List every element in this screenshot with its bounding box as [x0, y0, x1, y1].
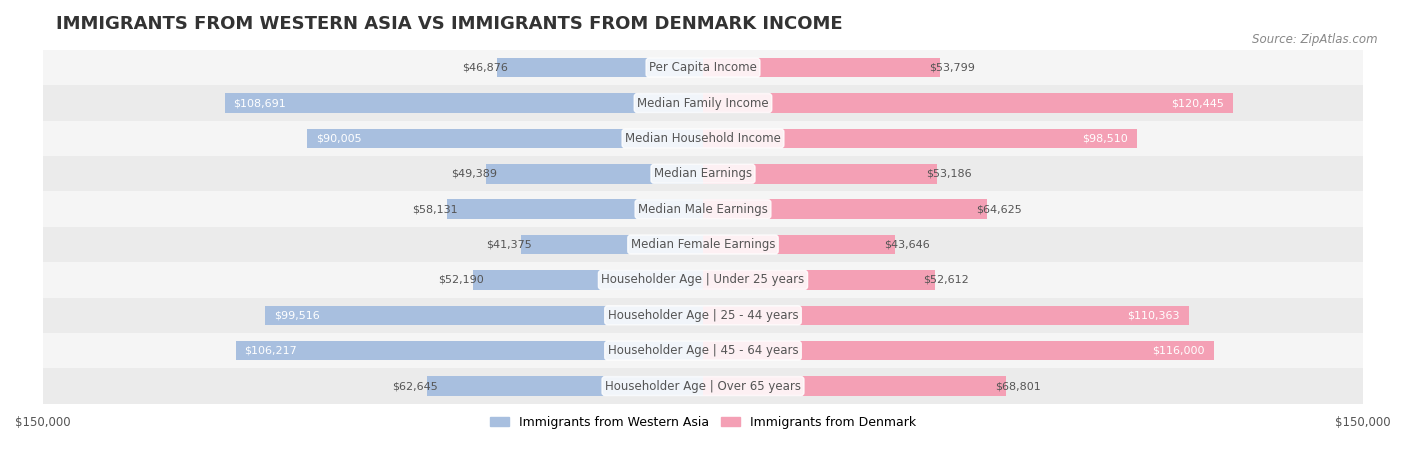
Bar [703, 93, 1233, 113]
Text: Median Male Earnings: Median Male Earnings [638, 203, 768, 216]
Text: $52,612: $52,612 [924, 275, 969, 285]
Text: $116,000: $116,000 [1153, 346, 1205, 356]
Text: $53,186: $53,186 [927, 169, 972, 179]
Bar [42, 120, 1364, 156]
Bar [703, 270, 935, 290]
Bar [236, 341, 703, 361]
Text: Median Female Earnings: Median Female Earnings [631, 238, 775, 251]
Text: $49,389: $49,389 [451, 169, 496, 179]
Bar [474, 270, 703, 290]
Bar [42, 227, 1364, 262]
Bar [307, 129, 703, 148]
Text: $43,646: $43,646 [884, 240, 929, 249]
Bar [520, 235, 703, 254]
Bar [496, 58, 703, 78]
Text: $53,799: $53,799 [929, 63, 974, 73]
Bar [42, 333, 1364, 368]
Text: Median Household Income: Median Household Income [626, 132, 780, 145]
Bar [264, 305, 703, 325]
Bar [703, 58, 939, 78]
Text: $52,190: $52,190 [439, 275, 484, 285]
Bar [42, 50, 1364, 85]
Bar [703, 376, 1005, 396]
Text: Householder Age | 25 - 44 years: Householder Age | 25 - 44 years [607, 309, 799, 322]
Legend: Immigrants from Western Asia, Immigrants from Denmark: Immigrants from Western Asia, Immigrants… [485, 411, 921, 434]
Bar [42, 297, 1364, 333]
Text: $41,375: $41,375 [486, 240, 531, 249]
Text: Householder Age | Under 25 years: Householder Age | Under 25 years [602, 273, 804, 286]
Bar [703, 305, 1188, 325]
Bar [42, 85, 1364, 120]
Text: $64,625: $64,625 [976, 204, 1022, 214]
Text: $120,445: $120,445 [1171, 98, 1225, 108]
Bar [42, 368, 1364, 404]
Text: Source: ZipAtlas.com: Source: ZipAtlas.com [1253, 33, 1378, 46]
Text: $110,363: $110,363 [1128, 310, 1180, 320]
Bar [485, 164, 703, 184]
Text: $68,801: $68,801 [995, 381, 1040, 391]
Text: Per Capita Income: Per Capita Income [650, 61, 756, 74]
Bar [703, 199, 987, 219]
Bar [42, 262, 1364, 297]
Text: $106,217: $106,217 [245, 346, 297, 356]
Text: IMMIGRANTS FROM WESTERN ASIA VS IMMIGRANTS FROM DENMARK INCOME: IMMIGRANTS FROM WESTERN ASIA VS IMMIGRAN… [56, 15, 842, 33]
Bar [703, 235, 896, 254]
Bar [703, 164, 936, 184]
Bar [447, 199, 703, 219]
Bar [703, 341, 1213, 361]
Text: $108,691: $108,691 [233, 98, 287, 108]
Text: $98,510: $98,510 [1083, 134, 1128, 143]
Text: Householder Age | 45 - 64 years: Householder Age | 45 - 64 years [607, 344, 799, 357]
Bar [703, 129, 1136, 148]
Text: Median Family Income: Median Family Income [637, 97, 769, 110]
Bar [427, 376, 703, 396]
Text: $58,131: $58,131 [412, 204, 458, 214]
Text: $90,005: $90,005 [316, 134, 361, 143]
Bar [42, 156, 1364, 191]
Text: $99,516: $99,516 [274, 310, 319, 320]
Text: Median Earnings: Median Earnings [654, 167, 752, 180]
Text: Householder Age | Over 65 years: Householder Age | Over 65 years [605, 380, 801, 393]
Bar [42, 191, 1364, 227]
Text: $62,645: $62,645 [392, 381, 439, 391]
Text: $46,876: $46,876 [461, 63, 508, 73]
Bar [225, 93, 703, 113]
